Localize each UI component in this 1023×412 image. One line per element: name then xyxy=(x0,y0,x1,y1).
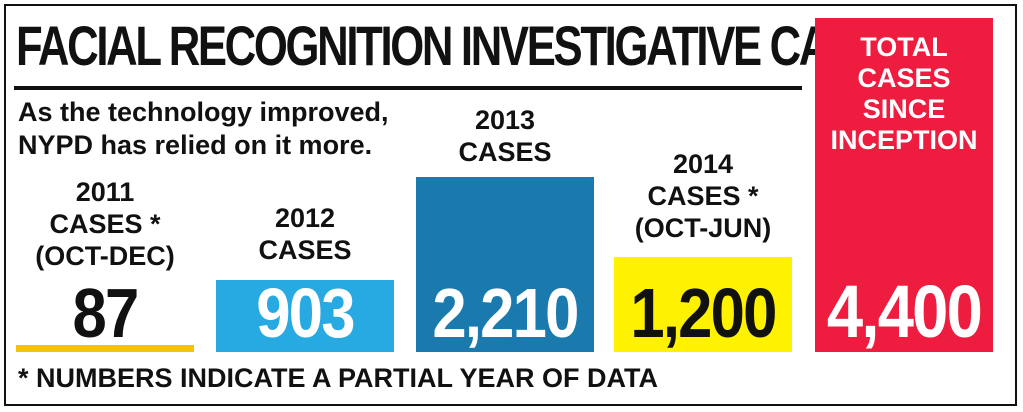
chart-title: FACIAL RECOGNITION INVESTIGATIVE CASES xyxy=(16,14,911,77)
bar-value-2: 2,210 xyxy=(432,274,579,352)
total-label: TOTAL CASES SINCE INCEPTION xyxy=(830,32,978,155)
category-label-1: 2012 CASES xyxy=(258,203,352,265)
total-panel xyxy=(815,18,993,352)
bar-0 xyxy=(16,345,194,352)
total-value: 4,400 xyxy=(826,270,983,353)
title-divider xyxy=(14,86,802,90)
bar-value-1: 903 xyxy=(256,274,355,352)
category-label-2: 2013 CASES xyxy=(458,105,552,167)
chart-subtitle: As the technology improved, NYPD has rel… xyxy=(18,97,389,160)
category-label-3: 2014 CASES * (OCT-JUN) xyxy=(634,149,772,243)
bar-1 xyxy=(216,280,394,352)
footnote: * NUMBERS INDICATE A PARTIAL YEAR OF DAT… xyxy=(18,363,659,393)
category-label-0: 2011 CASES * (OCT-DEC) xyxy=(35,177,175,271)
bar-3 xyxy=(614,256,792,352)
bar-2 xyxy=(416,176,594,352)
bar-value-3: 1,200 xyxy=(630,274,777,352)
bar-value-0: 87 xyxy=(72,274,139,352)
